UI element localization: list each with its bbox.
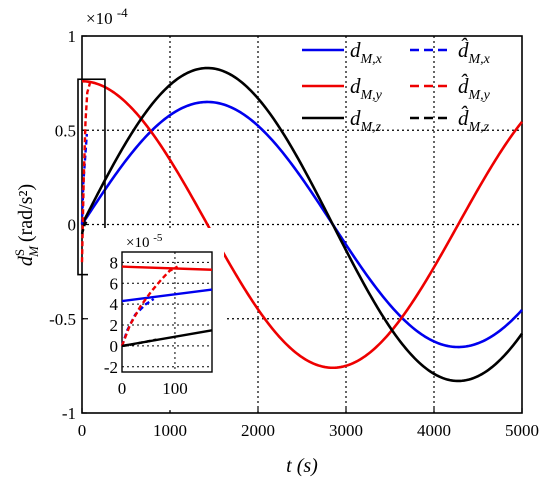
series-line-d_M,z <box>80 66 524 383</box>
inset-y-tick-label: 4 <box>110 295 119 314</box>
x-tick-label: 4000 <box>417 421 451 440</box>
estimate-trace <box>80 220 89 235</box>
axis-ticks: 0 1000 2000 3000 4000 5000-1-0.500.51 <box>49 27 539 440</box>
y-tick-label: -1 <box>62 404 76 423</box>
x-tick-label: 1000 <box>153 421 187 440</box>
inset-y-tick-label: 2 <box>110 316 119 335</box>
inset-series-line-d̂_M,y <box>120 265 179 347</box>
x-axis-label: t (s) <box>286 455 318 477</box>
series-line-d_M,y <box>81 79 524 370</box>
inset-exponent-label: ×10 -5 <box>126 232 163 251</box>
series-line-d_M,x <box>80 100 523 349</box>
series-lines <box>80 66 524 383</box>
y-axis-label: dSM(rad/s²) <box>12 184 41 266</box>
main-axes: 0 1000 2000 3000 4000 5000-1-0.500.51 <box>49 27 539 440</box>
legend-label: d̂M,z <box>458 106 490 135</box>
inset-series-line-d_M,y <box>121 265 213 271</box>
inset-x-tick-label: 0 <box>118 379 127 398</box>
inset-frame <box>121 251 213 373</box>
inset-x-tick-label: 100 <box>162 379 188 398</box>
inset-series-line-d_M,x <box>121 288 213 303</box>
legend-label: dM,x <box>350 38 383 67</box>
inset-series-line-d̂_M,z <box>121 338 157 348</box>
grid <box>82 36 522 413</box>
y-tick-label: 0 <box>68 216 77 235</box>
x-tick-label: 0 <box>78 421 87 440</box>
estimate-trace <box>80 82 92 263</box>
inset-gridlines <box>122 252 212 372</box>
legend-label: d̂M,y <box>458 74 491 103</box>
y-tick-label: -0.5 <box>49 310 76 329</box>
y-tick-label: 1 <box>68 27 77 46</box>
inset-y-tick-label: 8 <box>110 253 119 272</box>
svg-text:dSM(rad/s²): dSM(rad/s²) <box>12 184 41 266</box>
inset-series-lines <box>120 265 213 348</box>
inset-series-line-d_M,z <box>121 329 213 348</box>
legend-label: d̂M,x <box>458 38 491 67</box>
x-tick-label: 5000 <box>505 421 539 440</box>
exponent-label: ×10 -4 <box>86 5 128 28</box>
y-tick-label: 0.5 <box>55 121 76 140</box>
x-tick-label: 3000 <box>329 421 363 440</box>
legend-label: dM,y <box>350 74 383 103</box>
inset-y-tick-label: -2 <box>104 358 118 377</box>
legend: dM,x dM,y dM,z d̂M,x d̂M,y d̂M,z <box>302 38 491 135</box>
x-tick-label: 2000 <box>241 421 275 440</box>
legend-label: dM,z <box>350 106 382 135</box>
inset-y-tick-label: 0 <box>110 337 119 356</box>
inset-y-tick-label: 6 <box>110 274 119 293</box>
